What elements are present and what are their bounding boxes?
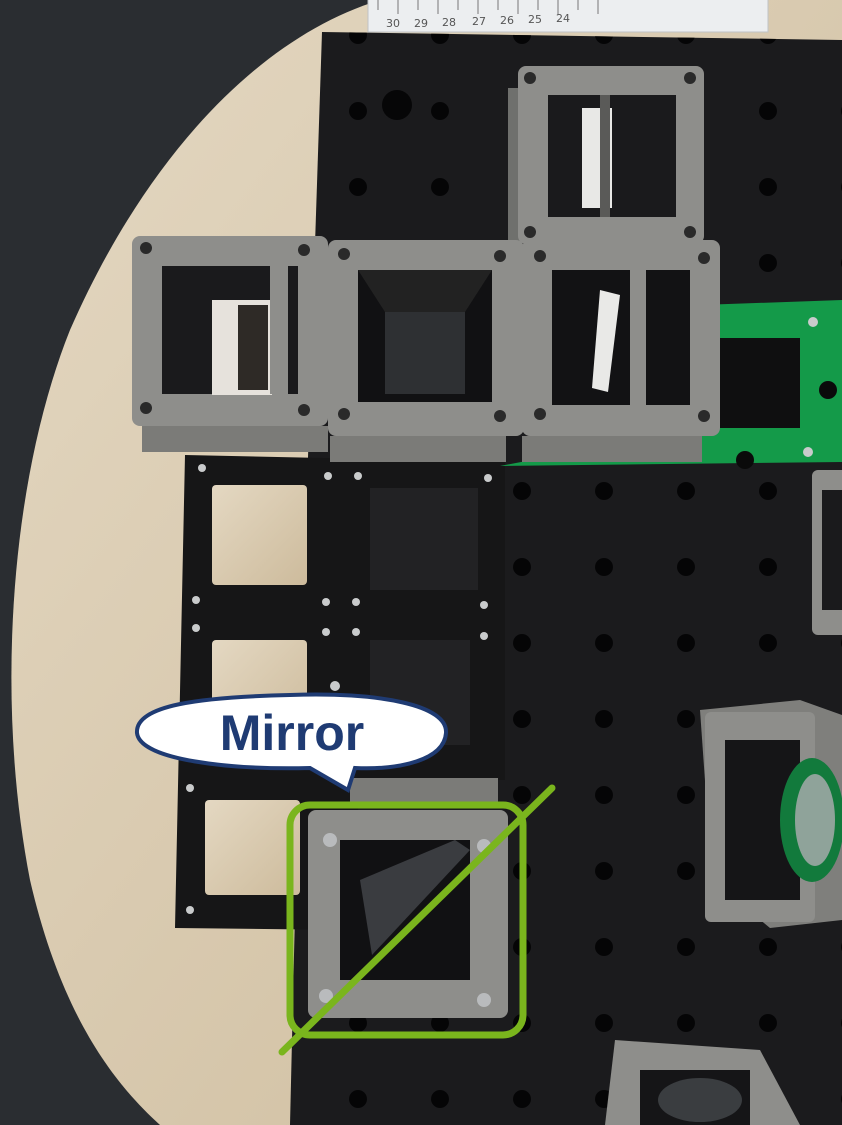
cube-bottom <box>605 1040 800 1125</box>
mirror-label: Mirror <box>220 705 364 761</box>
mirror-highlight-box <box>286 801 527 1039</box>
cube-top <box>508 66 704 244</box>
mirror-callout: Mirror <box>134 692 449 793</box>
ruler-label-28: 28 <box>442 16 456 29</box>
cube-left <box>132 236 328 452</box>
ruler-ticks <box>377 0 599 14</box>
cube-middle <box>328 240 524 462</box>
ruler-label-29: 29 <box>414 17 428 30</box>
ruler: 30 29 28 27 26 25 24 <box>367 0 769 33</box>
ruler-label-30: 30 <box>386 17 400 30</box>
cube-lens <box>700 700 842 928</box>
mirror-diagonal-line <box>278 784 556 1056</box>
green-rail <box>500 300 842 469</box>
cube-right-edge <box>812 470 842 635</box>
cube-mirror <box>308 778 508 1018</box>
callout-bubble <box>134 692 449 793</box>
ruler-label-25: 25 <box>528 13 542 26</box>
cube-right <box>522 240 720 462</box>
ruler-label-26: 26 <box>500 14 514 27</box>
ruler-label-24: 24 <box>556 12 570 25</box>
ruler-label-27: 27 <box>472 15 486 28</box>
